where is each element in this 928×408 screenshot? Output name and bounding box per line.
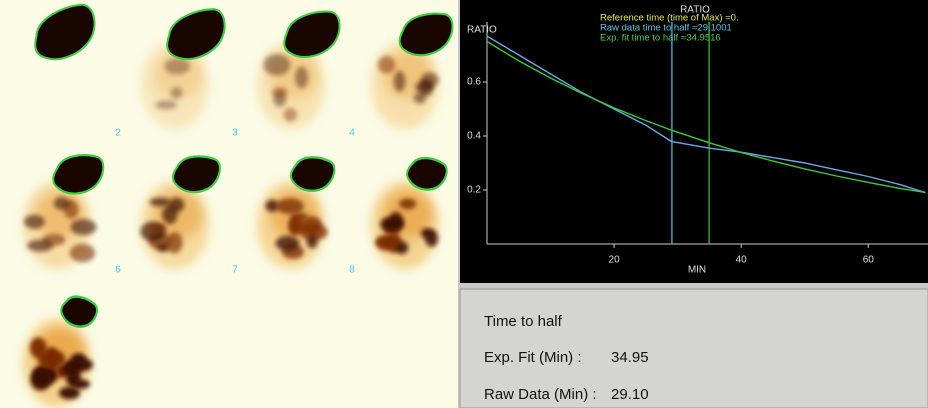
scan-hotspot [295, 66, 309, 89]
chart: RATIO RATIO MIN Reference time (time of Max… [467, 5, 928, 276]
scan-frame [141, 8, 226, 129]
results-title: Time to half [484, 313, 563, 330]
result-label: Exp. Fit (Min) : [484, 349, 582, 366]
frame-number: 4 [349, 128, 355, 139]
scan-hotspot [170, 87, 183, 99]
stomach-roi [166, 8, 226, 61]
x-tick-label: 40 [736, 255, 748, 266]
scan-hotspot [375, 237, 402, 247]
annotation: Exp. fit time to half =34.9516 [600, 33, 721, 44]
results-panel [459, 288, 928, 408]
scan-frame [140, 155, 221, 269]
stomach-roi [171, 155, 221, 194]
scan-hotspot [53, 196, 70, 210]
scan-hotspot [271, 87, 288, 98]
chart-area [460, 0, 928, 283]
frame-number: 7 [232, 265, 238, 276]
annotation: Raw data time to half =29.1001 [600, 23, 732, 34]
scan-hotspot [162, 205, 178, 225]
scan-hotspot [388, 211, 404, 231]
scan-hotspot [413, 92, 427, 104]
scan-hotspot [37, 349, 66, 369]
scan-hotspot [265, 199, 279, 212]
y-tick-label: 0.6 [467, 77, 481, 88]
scan-hotspot [263, 53, 291, 76]
scan-frame [257, 156, 336, 269]
scan-hotspot [164, 58, 191, 75]
stomach-roi [289, 156, 336, 192]
scan-hotspot [69, 243, 96, 263]
frame-number: 6 [115, 265, 121, 276]
frame-number: 3 [232, 128, 238, 139]
scan-hotspot [288, 214, 301, 236]
annotation: Reference time (time of Max) =0. [600, 13, 739, 24]
frames: 2 3 4 6 7 8 [23, 3, 454, 407]
scan-hotspot [306, 235, 318, 249]
scan-hotspot [24, 214, 45, 229]
result-value: 34.95 [611, 349, 649, 366]
scan-frame [257, 10, 341, 129]
scan-hotspot [71, 353, 86, 365]
result-value: 29.10 [611, 386, 649, 403]
scan-hotspot [275, 235, 300, 251]
scan-frame [371, 12, 454, 129]
frame-number: 2 [115, 128, 121, 139]
scan-frame [23, 154, 105, 269]
stomach-roi [406, 156, 448, 191]
scan-hotspot [27, 239, 54, 252]
scan-frame [23, 295, 98, 407]
scan-hotspot [155, 100, 178, 110]
chart-title: RATIO [680, 5, 710, 16]
stomach-roi [283, 10, 341, 58]
scan-hotspot [283, 107, 297, 122]
stomach-roi [398, 12, 454, 57]
x-tick-label: 60 [863, 255, 875, 266]
stomach-roi [52, 154, 105, 195]
stomach-roi [60, 295, 98, 328]
scan-hotspot [149, 197, 171, 207]
scan-hotspot [58, 386, 80, 400]
scan-frame [371, 156, 448, 269]
y-tick-label: 0.4 [467, 131, 481, 142]
scan-hotspot [276, 198, 304, 215]
y-axis-label: RATIO [467, 25, 497, 36]
result-label: Raw Data (Min) : [484, 386, 597, 403]
scan-hotspot [393, 70, 406, 92]
series-line [486, 35, 926, 194]
y-tick-label: 0.2 [467, 185, 481, 196]
stomach-roi [34, 3, 96, 61]
scan-hotspot [420, 228, 433, 239]
scan-hotspot [299, 223, 328, 241]
scan-hotspot [30, 369, 51, 391]
series-line [486, 40, 926, 194]
scan-hotspot [414, 80, 433, 93]
scan-frame [34, 3, 96, 61]
scan-hotspot [166, 232, 183, 254]
scan-hotspot [377, 55, 396, 74]
frame-number: 8 [349, 265, 355, 276]
scan-hotspot [148, 224, 167, 233]
scan-hotspot [156, 243, 171, 252]
scan-hotspot [399, 198, 417, 210]
x-axis-label: MIN [688, 265, 706, 276]
x-tick-label: 20 [609, 255, 621, 266]
scan-hotspot [70, 218, 97, 236]
